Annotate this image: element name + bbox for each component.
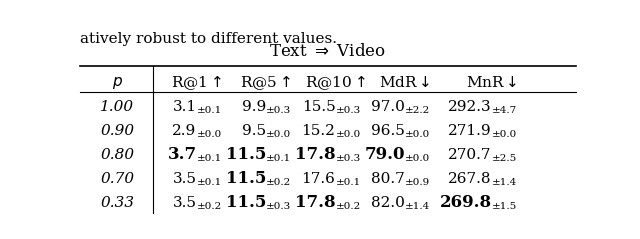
- Text: 11.5: 11.5: [226, 170, 266, 187]
- Text: 11.5: 11.5: [226, 194, 266, 211]
- Text: 3.5: 3.5: [173, 172, 196, 186]
- Text: R@10$\uparrow$: R@10$\uparrow$: [305, 74, 366, 92]
- Text: ±0.0: ±0.0: [335, 130, 361, 139]
- Text: Text $\Rightarrow$ Video: Text $\Rightarrow$ Video: [269, 43, 387, 60]
- Text: 11.5: 11.5: [226, 146, 266, 163]
- Text: ±0.1: ±0.1: [196, 178, 222, 187]
- Text: 3.5: 3.5: [173, 196, 196, 210]
- Text: ±0.2: ±0.2: [335, 202, 361, 211]
- Text: 82.0: 82.0: [371, 196, 405, 210]
- Text: ±0.3: ±0.3: [266, 106, 291, 115]
- Text: ±2.5: ±2.5: [492, 154, 517, 163]
- Text: 9.9: 9.9: [242, 100, 266, 114]
- Text: ±0.1: ±0.1: [196, 106, 222, 115]
- Text: MnR$\downarrow$: MnR$\downarrow$: [466, 76, 518, 91]
- Text: 80.7: 80.7: [371, 172, 405, 186]
- Text: $p$: $p$: [112, 75, 123, 91]
- Text: 269.8: 269.8: [440, 194, 492, 211]
- Text: 3.1: 3.1: [172, 100, 196, 114]
- Text: ±0.3: ±0.3: [266, 202, 291, 211]
- Text: ±0.2: ±0.2: [266, 178, 291, 187]
- Text: ±0.9: ±0.9: [405, 178, 430, 187]
- Text: 9.5: 9.5: [242, 124, 266, 138]
- Text: ±2.2: ±2.2: [405, 106, 430, 115]
- Text: 17.8: 17.8: [295, 194, 335, 211]
- Text: 96.5: 96.5: [371, 124, 405, 138]
- Text: ±0.1: ±0.1: [266, 154, 291, 163]
- Text: ±1.5: ±1.5: [492, 202, 517, 211]
- Text: R@5$\uparrow$: R@5$\uparrow$: [241, 74, 292, 92]
- Text: 0.90: 0.90: [100, 124, 134, 138]
- Text: 79.0: 79.0: [364, 146, 405, 163]
- Text: ±0.0: ±0.0: [266, 130, 291, 139]
- Text: ±1.4: ±1.4: [492, 178, 517, 187]
- Text: ±0.3: ±0.3: [335, 154, 361, 163]
- Text: ±0.1: ±0.1: [196, 154, 222, 163]
- Text: 2.9: 2.9: [172, 124, 196, 138]
- Text: 17.6: 17.6: [301, 172, 335, 186]
- Text: 17.8: 17.8: [295, 146, 335, 163]
- Text: ±0.0: ±0.0: [196, 130, 222, 139]
- Text: ±4.7: ±4.7: [492, 106, 517, 115]
- Text: 97.0: 97.0: [371, 100, 405, 114]
- Text: 1.00: 1.00: [100, 100, 134, 114]
- Text: 0.80: 0.80: [100, 148, 134, 162]
- Text: R@1$\uparrow$: R@1$\uparrow$: [171, 74, 222, 92]
- Text: 0.70: 0.70: [100, 172, 134, 186]
- Text: 15.2: 15.2: [301, 124, 335, 138]
- Text: 292.3: 292.3: [448, 100, 492, 114]
- Text: ±0.2: ±0.2: [196, 202, 222, 211]
- Text: 271.9: 271.9: [448, 124, 492, 138]
- Text: ±1.4: ±1.4: [405, 202, 430, 211]
- Text: atively robust to different values.: atively robust to different values.: [80, 32, 337, 46]
- Text: 270.7: 270.7: [448, 148, 492, 162]
- Text: ±0.0: ±0.0: [405, 154, 430, 163]
- Text: 0.33: 0.33: [100, 196, 134, 210]
- Text: 15.5: 15.5: [301, 100, 335, 114]
- Text: MdR$\downarrow$: MdR$\downarrow$: [379, 76, 431, 91]
- Text: ±0.0: ±0.0: [405, 130, 430, 139]
- Text: ±0.3: ±0.3: [335, 106, 361, 115]
- Text: ±0.0: ±0.0: [492, 130, 517, 139]
- Text: 267.8: 267.8: [448, 172, 492, 186]
- Text: 3.7: 3.7: [168, 146, 196, 163]
- Text: ±0.1: ±0.1: [335, 178, 361, 187]
